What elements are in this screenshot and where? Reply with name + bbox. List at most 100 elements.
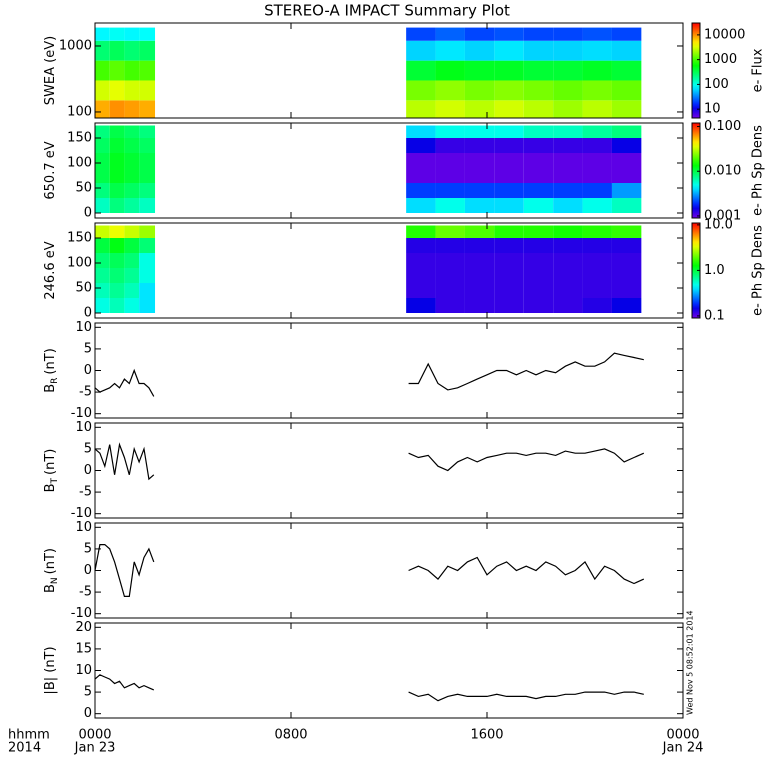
- heatmap-cell: [139, 125, 156, 138]
- heatmap-cell: [464, 125, 495, 138]
- heatmap-cell: [435, 238, 465, 253]
- y-axis-label: BR (nT): [43, 348, 60, 393]
- y-tick-label: 0: [84, 563, 92, 578]
- heatmap-cell: [523, 298, 554, 313]
- y-tick-label: 0: [84, 706, 92, 721]
- heatmap-cell: [95, 80, 110, 101]
- heatmap-cell: [464, 27, 495, 41]
- heatmap-cell: [139, 40, 156, 61]
- heatmap-cell: [139, 153, 156, 168]
- heatmap-cell: [435, 80, 465, 101]
- heatmap-cell: [139, 283, 156, 298]
- heatmap-cell: [109, 100, 125, 118]
- heatmap-cell: [124, 153, 140, 168]
- colorbar-label: e- Ph Sp Dens: [751, 125, 766, 216]
- y-tick-label: -5: [79, 385, 92, 400]
- heatmap-cell: [124, 138, 140, 153]
- heatmap-cell: [435, 168, 465, 183]
- heatmap-cell: [553, 298, 583, 313]
- y-axis-label-main: |B| (nT): [43, 646, 58, 694]
- heatmap-cell: [435, 298, 465, 313]
- y-tick-label: 100: [67, 104, 92, 119]
- heatmap-cell: [611, 183, 642, 198]
- y-tick-label: -10: [71, 406, 92, 421]
- y-axis-label: BN (nT): [43, 548, 60, 593]
- plot-frame: [94, 122, 684, 219]
- colorbar-tick-label: 0.010: [704, 164, 741, 179]
- y-tick-label: -10: [71, 506, 92, 521]
- heatmap-cell: [553, 225, 583, 238]
- heatmap-cell: [124, 198, 140, 213]
- plot-frame: [94, 22, 684, 119]
- heatmap-cell: [124, 100, 140, 118]
- heatmap-cell: [494, 153, 524, 168]
- heatmap-cell: [406, 27, 436, 41]
- heatmap-cell: [582, 80, 612, 101]
- x-tick-label: 1600: [470, 728, 503, 743]
- heatmap-cell: [494, 138, 524, 153]
- heatmap-cell: [464, 198, 495, 213]
- heatmap-cell: [582, 268, 612, 283]
- heatmap-cell: [582, 225, 612, 238]
- heatmap-cell: [406, 298, 436, 313]
- y-axis-label: 246.6 eV: [43, 241, 58, 299]
- heatmap-cell: [435, 60, 465, 81]
- x-tick-label: 0800: [274, 728, 307, 743]
- heatmap-cell: [406, 80, 436, 101]
- heatmap-cell: [494, 253, 524, 268]
- heatmap-cell: [109, 168, 125, 183]
- heatmap-cell: [124, 183, 140, 198]
- heatmap-cell: [435, 138, 465, 153]
- heatmap-cell: [494, 168, 524, 183]
- heatmap-cell: [95, 238, 110, 253]
- heatmap-cell: [494, 100, 524, 118]
- heatmap-cell: [582, 253, 612, 268]
- heatmap-cell: [139, 100, 156, 118]
- heatmap-cell: [124, 80, 140, 101]
- heatmap-cell: [406, 100, 436, 118]
- heatmap-cell: [124, 168, 140, 183]
- heatmap-cell: [464, 268, 495, 283]
- heatmap-cell: [435, 183, 465, 198]
- heatmap-cell: [494, 268, 524, 283]
- heatmap-cell: [464, 40, 495, 61]
- y-tick-label: -5: [79, 585, 92, 600]
- heatmap-cell: [611, 253, 642, 268]
- y-axis-label-main: B: [43, 384, 58, 393]
- heatmap-cell: [406, 198, 436, 213]
- heatmap-cell: [523, 253, 554, 268]
- y-tick-label: 100: [67, 156, 92, 171]
- heatmap-cell: [406, 283, 436, 298]
- heatmap-cell: [109, 125, 125, 138]
- x-axis-label: 2014: [8, 741, 41, 756]
- heatmap-cell: [139, 138, 156, 153]
- heatmap-cell: [464, 138, 495, 153]
- heatmap-cell: [95, 268, 110, 283]
- heatmap-cell: [523, 60, 554, 81]
- heatmap-cell: [553, 138, 583, 153]
- heatmap-cell: [494, 80, 524, 101]
- heatmap-cell: [494, 27, 524, 41]
- heatmap-cell: [494, 298, 524, 313]
- heatmap-cell: [109, 283, 125, 298]
- heatmap-cell: [406, 253, 436, 268]
- heatmap-cell: [582, 153, 612, 168]
- y-tick-label: 0: [84, 363, 92, 378]
- heatmap-cell: [582, 168, 612, 183]
- colorbar-tick-label: 0.001: [704, 208, 741, 223]
- y-axis-label: BT (nT): [43, 449, 60, 493]
- heatmap-cell: [124, 40, 140, 61]
- heatmap-cell: [611, 138, 642, 153]
- heatmap-cell: [124, 283, 140, 298]
- heatmap-cell: [464, 168, 495, 183]
- heatmap-cell: [611, 80, 642, 101]
- heatmap-cell: [494, 225, 524, 238]
- heatmap-cell: [523, 100, 554, 118]
- heatmap-cell: [523, 283, 554, 298]
- plot-frame: [94, 222, 684, 319]
- heatmap-cell: [406, 125, 436, 138]
- heatmap-cell: [582, 100, 612, 118]
- y-tick-label: 50: [75, 281, 92, 296]
- heatmap-cell: [464, 60, 495, 81]
- colorbar-tick-label: 1.0: [704, 263, 725, 278]
